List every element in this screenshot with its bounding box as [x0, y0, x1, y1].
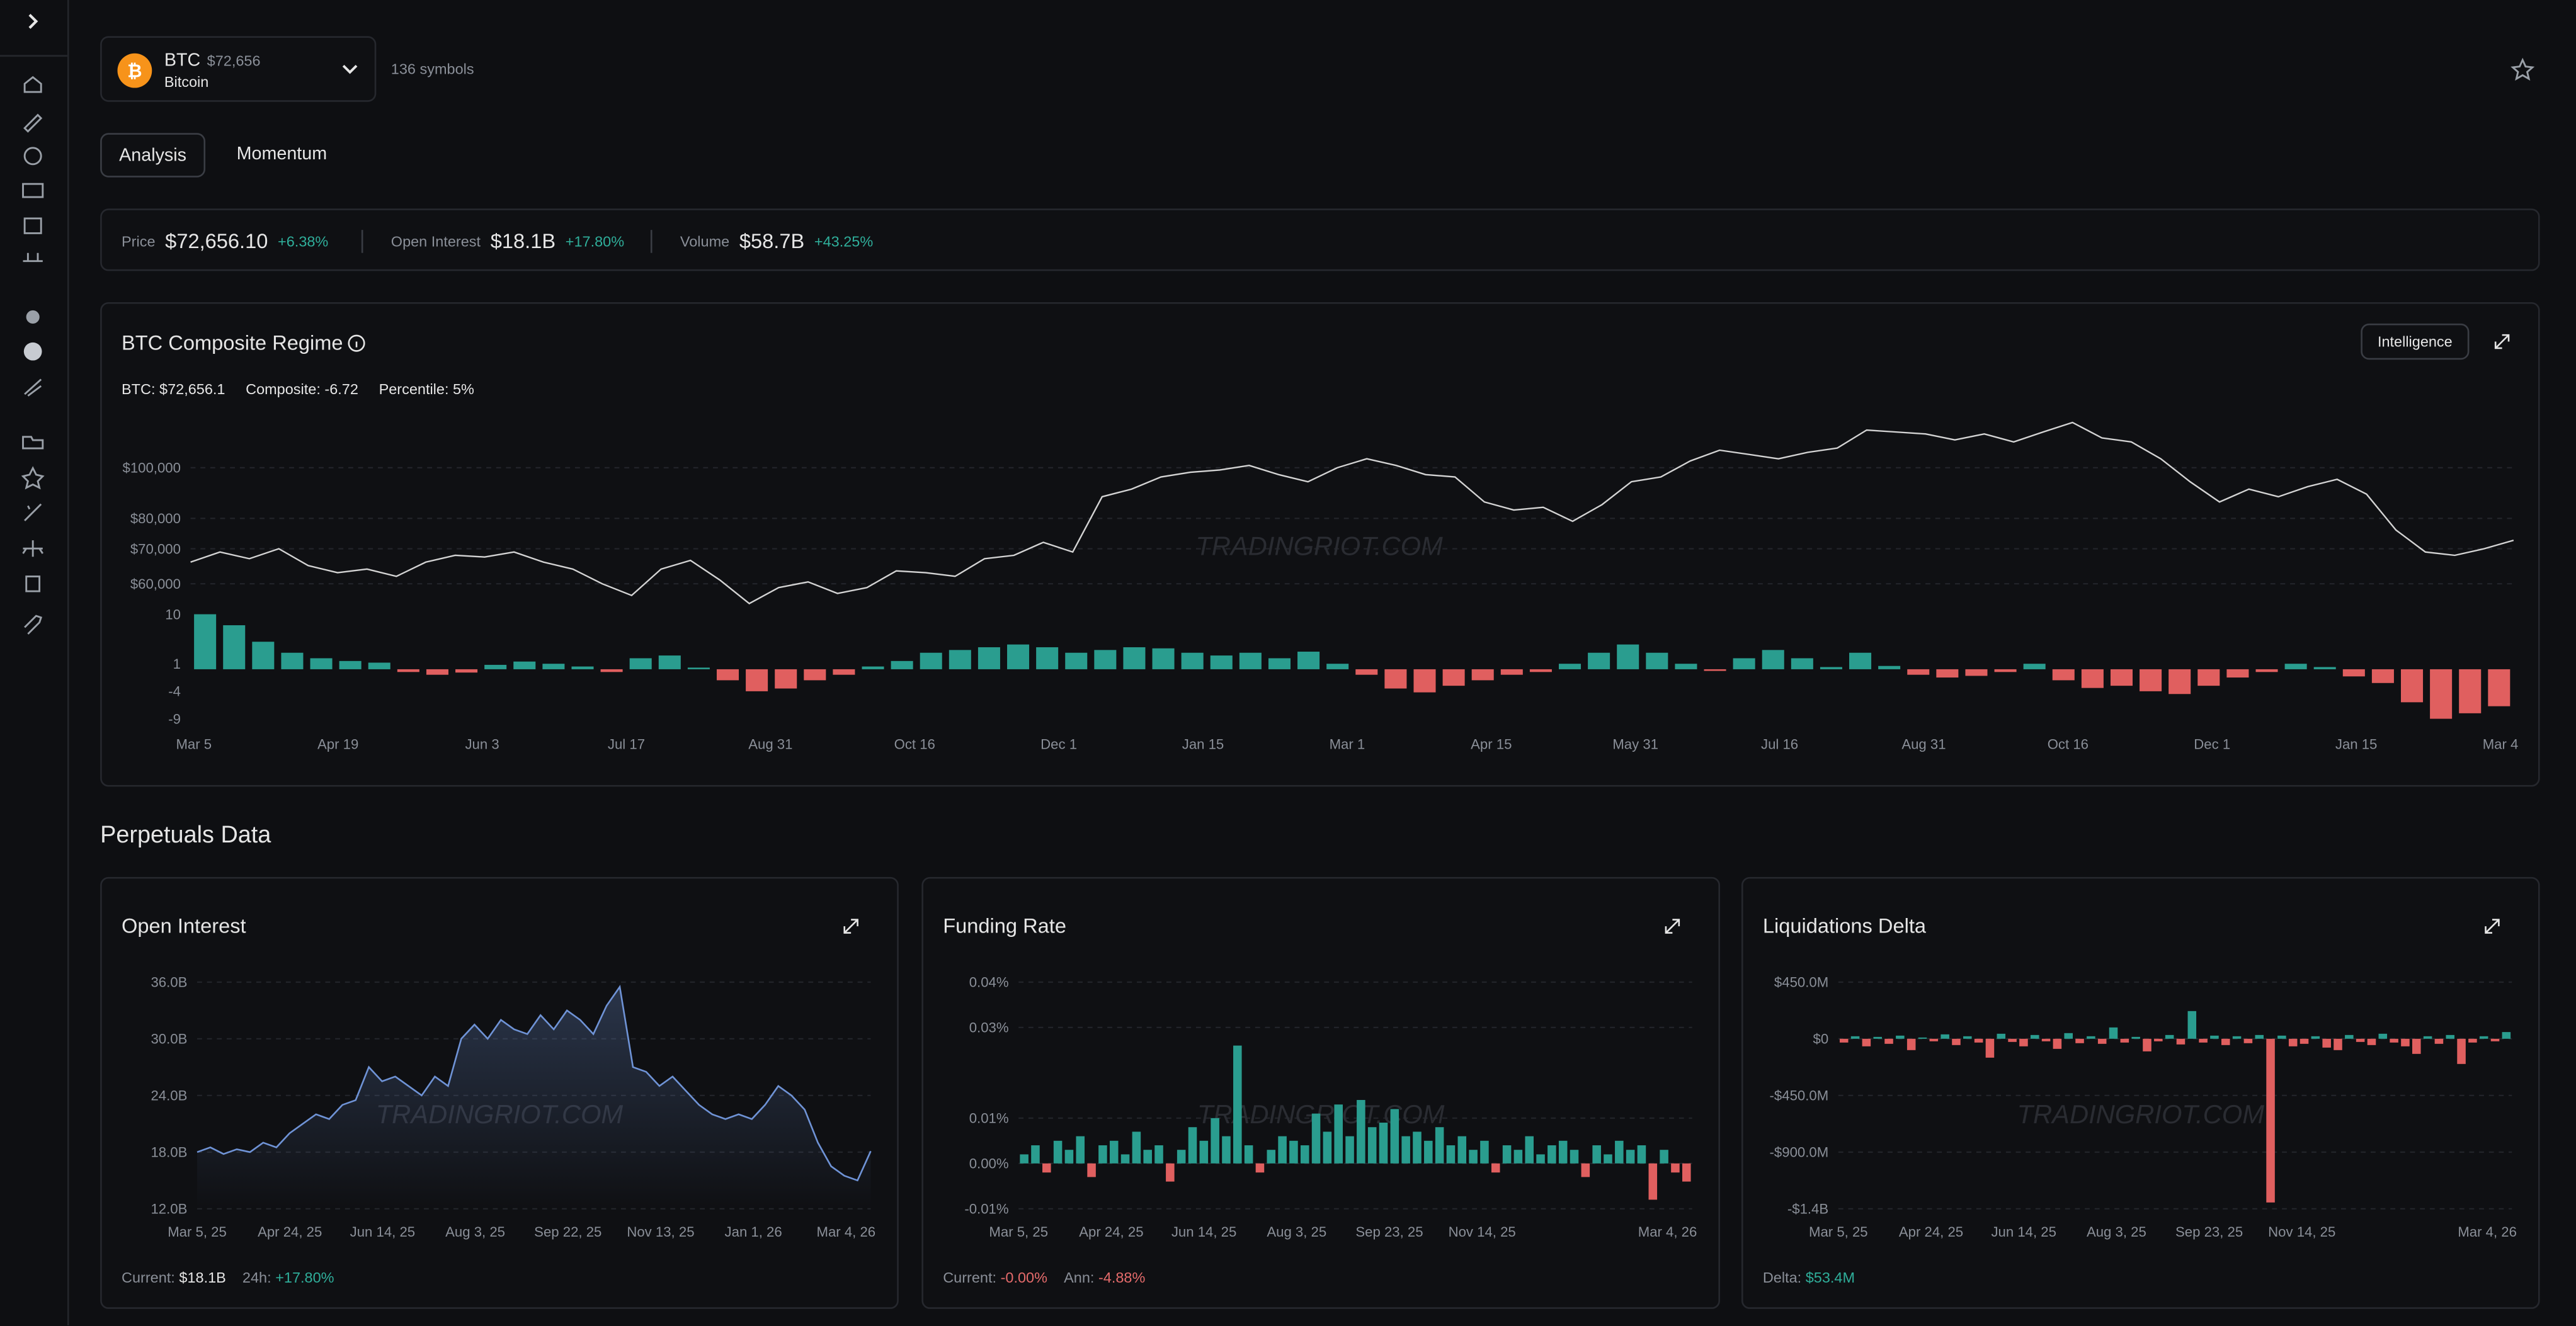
expand-icon[interactable]: [28, 14, 38, 29]
footer-label: Ann:: [1064, 1269, 1095, 1286]
chart-card: Liquidations Delta Delta: $53.4M: [1741, 876, 2540, 1309]
footer-label: Current:: [943, 1269, 997, 1286]
stats-bar: Price $72,656.10 +6.38% Open Interest $18.1B…: [100, 208, 2540, 271]
section-title: Perpetuals Data: [100, 822, 271, 849]
footer-value: -4.88%: [1098, 1269, 1146, 1286]
stat-change: +6.38%: [278, 232, 329, 249]
stat: Volume $58.7B +43.25%: [680, 210, 873, 271]
chart-card: Funding Rate Current: -0.00% Ann: -4.88%: [921, 876, 1721, 1309]
regime-card: BTC Composite Regime Intelligence BTC: $…: [100, 302, 2540, 787]
bitcoin-icon[interactable]: [23, 342, 42, 361]
stat-label: Open Interest: [390, 232, 481, 249]
globe-icon[interactable]: [23, 147, 42, 166]
chart-icon[interactable]: [23, 252, 43, 263]
legend-percentile: Percentile: 5%: [379, 381, 474, 398]
scale-icon[interactable]: [22, 540, 44, 557]
chart-title: Funding Rate: [943, 914, 1067, 938]
stat-value: $72,656.10: [165, 229, 268, 252]
info-icon[interactable]: [346, 334, 366, 353]
stat-label: Price: [122, 232, 156, 249]
chevron: [342, 64, 358, 74]
home-icon[interactable]: [23, 76, 42, 93]
chart-footer: Current: -0.00% Ann: -4.88%: [943, 1269, 1161, 1286]
chart-card: Open Interest Current: $18.1B 24h: +17.80%: [100, 876, 899, 1309]
wrench-icon[interactable]: [24, 615, 43, 635]
chart-footer: Delta: $53.4M: [1763, 1269, 1871, 1286]
footer-value: +17.80%: [275, 1269, 334, 1286]
chart-title: Liquidations Delta: [1762, 914, 1927, 938]
star-icon[interactable]: [21, 466, 45, 490]
intelligence-button[interactable]: Intelligence: [2361, 323, 2470, 360]
divider: [361, 230, 363, 253]
tab-label: Analysis: [119, 146, 187, 166]
magic-icon[interactable]: [24, 503, 42, 521]
rocket-icon[interactable]: [24, 378, 42, 397]
legend-price: BTC: $72,656.1: [122, 381, 225, 398]
pen-icon[interactable]: [23, 113, 43, 133]
chart-footer: Current: $18.1B 24h: +17.80%: [122, 1269, 351, 1286]
sidebar: [0, 0, 69, 1325]
regime-legend: BTC: $72,656.1 Composite: -6.72 Percenti…: [122, 381, 474, 397]
symbol: BTC: [164, 50, 201, 71]
news-icon[interactable]: [23, 217, 42, 234]
stat: Open Interest $18.1B +17.80%: [390, 210, 653, 271]
footer-value: $18.1B: [179, 1269, 226, 1286]
svg-text:₿: ₿: [127, 62, 142, 82]
regime-title: BTC Composite Regime: [122, 331, 343, 355]
stat: Price $72,656.10 +6.38%: [122, 210, 363, 271]
footer-label: 24h:: [242, 1269, 271, 1286]
footer-label: Delta:: [1762, 1269, 1802, 1286]
footer-label: Current:: [122, 1269, 175, 1286]
folder-icon[interactable]: [22, 436, 44, 450]
legend-composite: Composite: -6.72: [246, 381, 358, 398]
apple-icon[interactable]: [26, 310, 40, 324]
stat-change: +43.25%: [814, 232, 874, 249]
tab-analysis[interactable]: Analysis: [100, 133, 206, 178]
stat-label: Volume: [680, 232, 730, 249]
stat-value: $18.1B: [490, 229, 556, 252]
tab-momentum[interactable]: Momentum: [236, 144, 328, 164]
divider: [650, 230, 653, 253]
stat-change: +17.80%: [565, 232, 625, 249]
expand-button[interactable]: [841, 916, 861, 936]
symbol-selector[interactable]: ₿ BTC $72,656 Bitcoin: [100, 36, 377, 102]
symbol-name: Bitcoin: [164, 74, 209, 91]
symbol-price: $72,656: [207, 52, 261, 69]
stat-value: $58.7B: [739, 229, 805, 252]
expand-button[interactable]: [2482, 916, 2502, 936]
expand-button[interactable]: [1663, 916, 1682, 936]
button-label: Intelligence: [2377, 333, 2453, 350]
footer-value: -0.00%: [1000, 1269, 1048, 1286]
favorite-button[interactable]: [2510, 57, 2535, 82]
expand-button[interactable]: [2492, 332, 2512, 351]
btc-logo: ₿: [117, 53, 152, 88]
footer-value: $53.4M: [1805, 1269, 1855, 1286]
sidebar-icons: [0, 14, 67, 635]
chart-title: Open Interest: [122, 914, 246, 938]
book-icon[interactable]: [22, 183, 44, 198]
symbol-count: 136 symbols: [390, 60, 474, 77]
doc-icon[interactable]: [25, 575, 41, 592]
